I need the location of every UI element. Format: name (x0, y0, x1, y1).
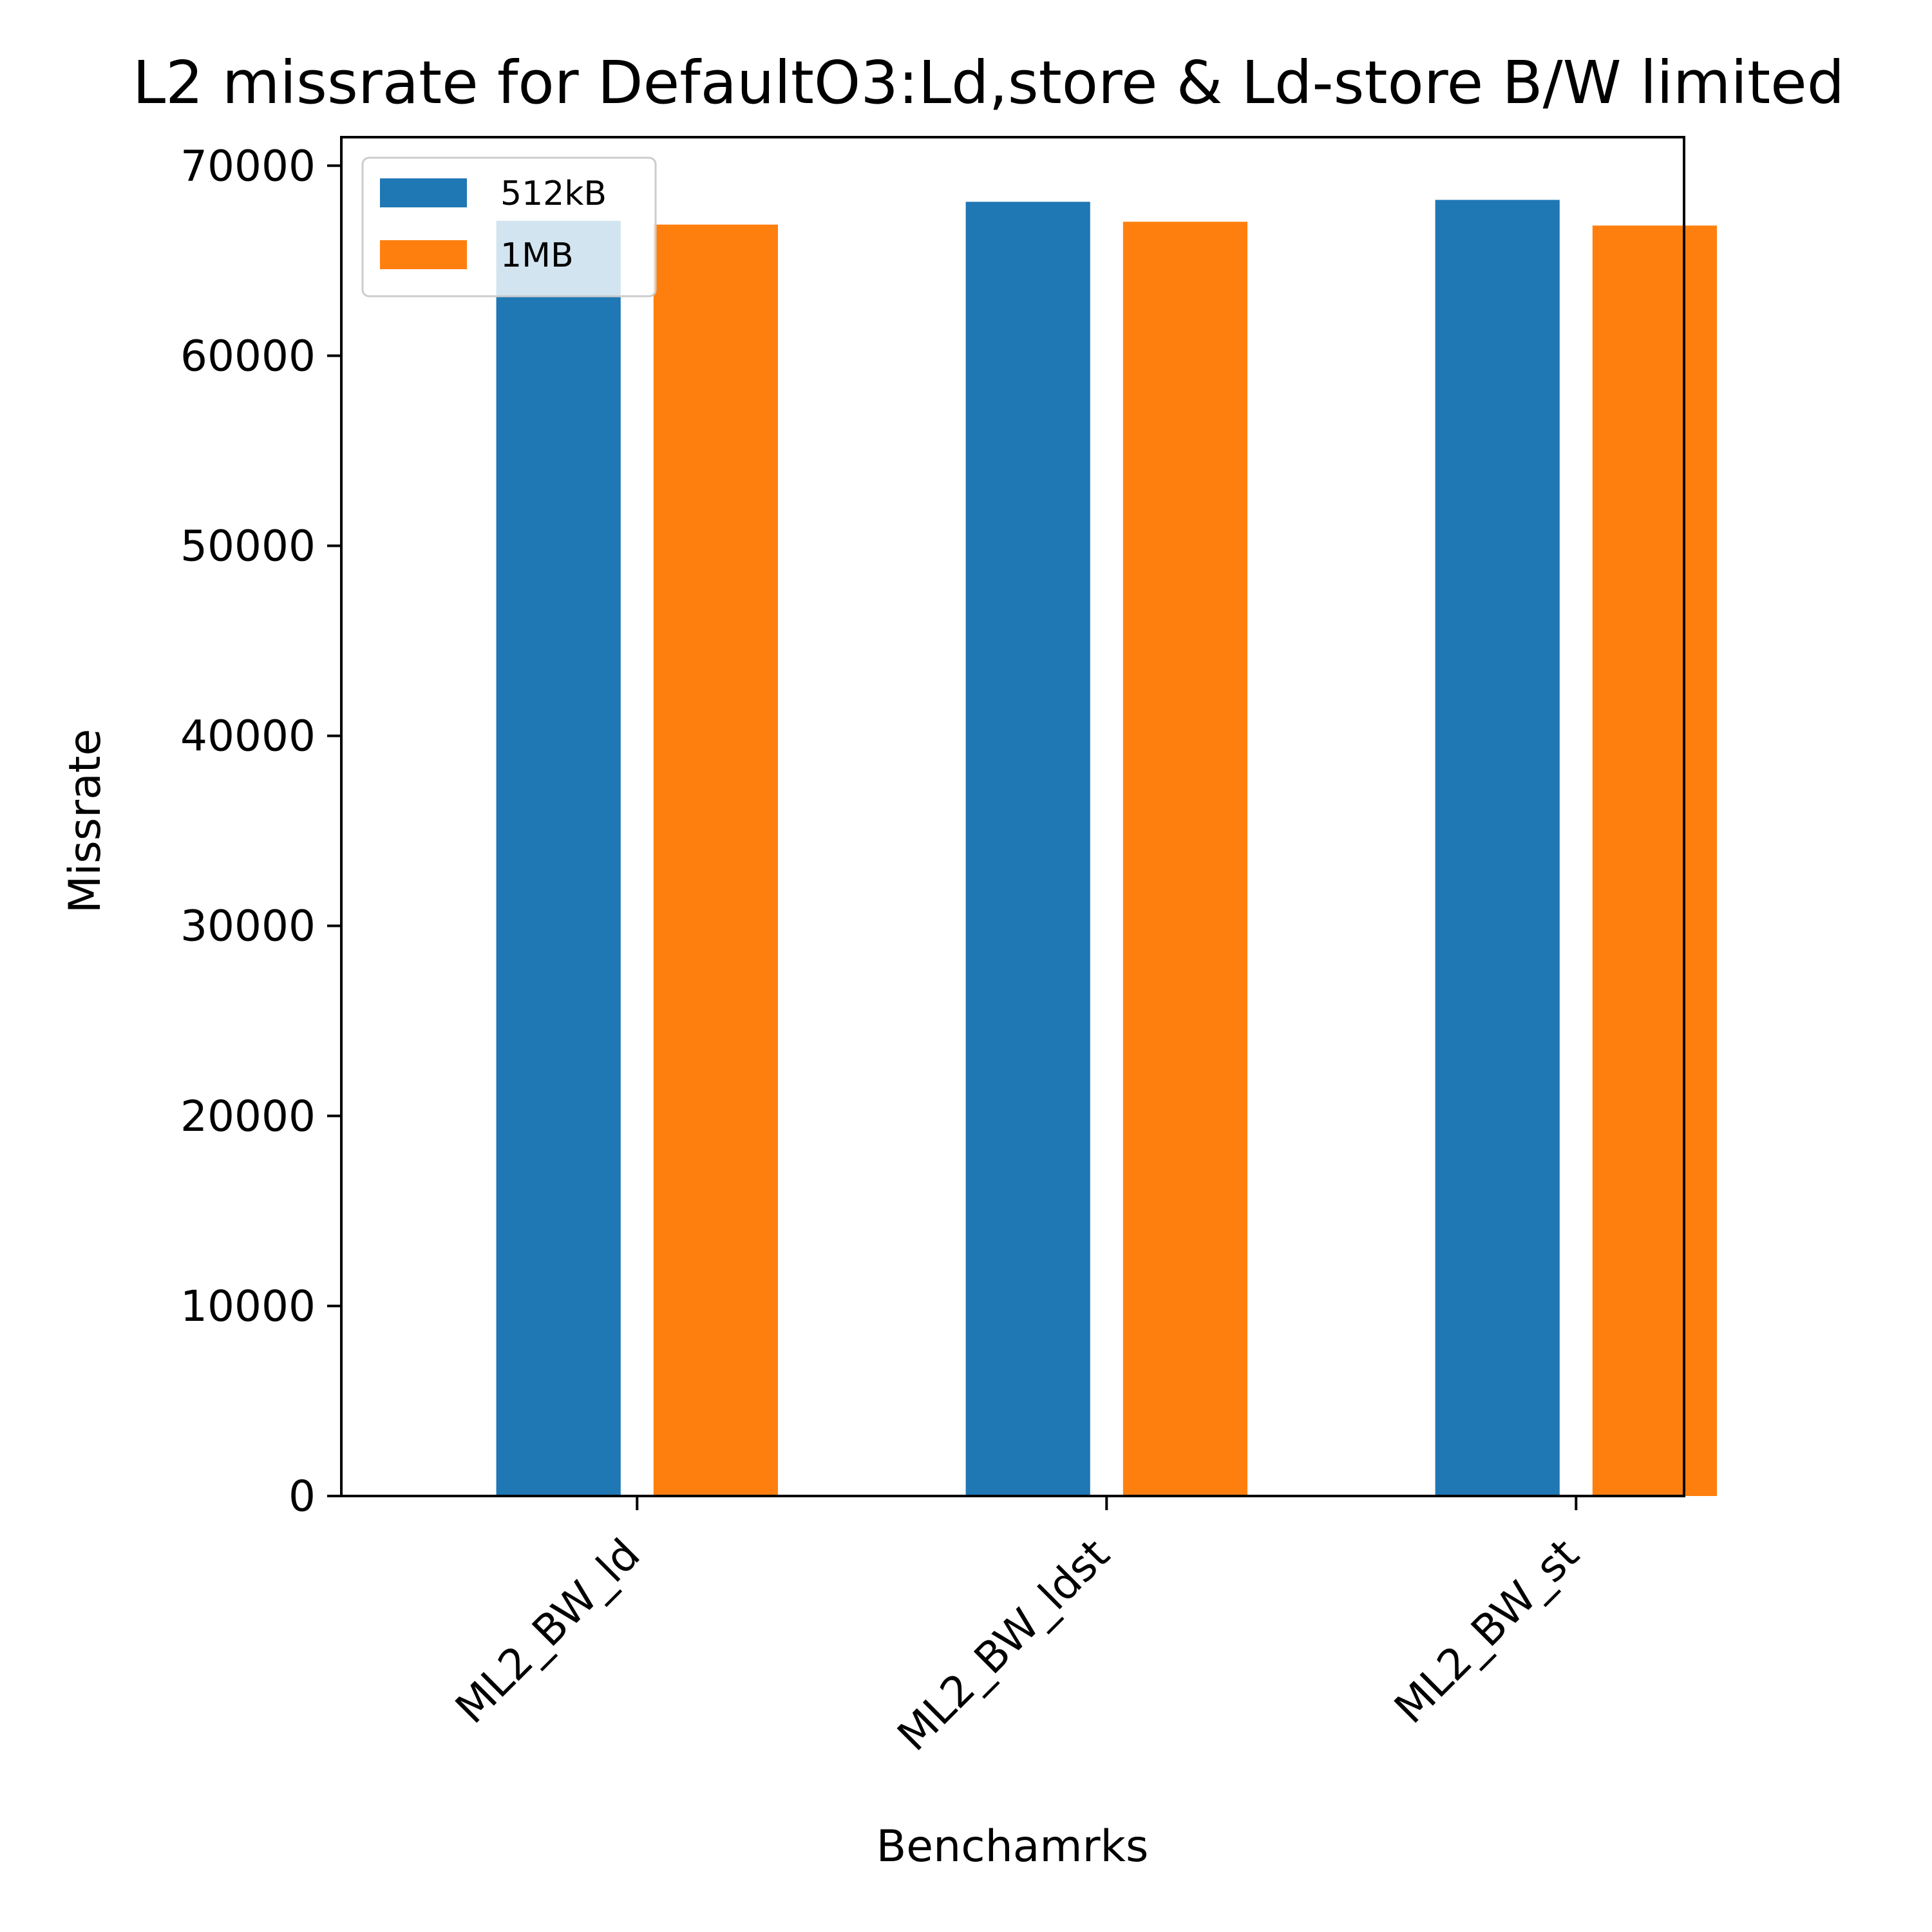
plot-area-frame (340, 136, 1685, 1497)
bar-512kb-ml2_bw_ldst (965, 202, 1090, 1496)
y-tick-label: 50000 (180, 521, 316, 571)
chart-title: L2 missrate for DefaultO3:Ld,store & Ld-… (133, 48, 1844, 117)
x-tick-label: ML2_BW_ld (446, 1530, 649, 1733)
x-axis: ML2_BW_ld ML2_BW_ldst ML2_BW_st (446, 1496, 1589, 1761)
legend: 512kB 1MB (361, 156, 657, 298)
y-tick-label: 60000 (180, 331, 316, 381)
y-tick-label: 20000 (180, 1092, 316, 1141)
y-axis: 0 10000 20000 30000 40000 50000 60000 70000 (180, 141, 341, 1521)
x-tick-label: ML2_BW_ldst (888, 1530, 1119, 1761)
bars-layer (496, 200, 1718, 1497)
x-axis-label: Benchamrks (876, 1821, 1149, 1872)
legend-label-1mb: 1MB (500, 236, 574, 275)
y-tick-label: 70000 (180, 141, 316, 191)
x-tick-label: ML2_BW_st (1385, 1530, 1588, 1733)
bar-512kb-ml2_bw_st (1435, 200, 1560, 1496)
y-axis-label: Missrate (60, 729, 111, 914)
bar-512kb-ml2_bw_ld (496, 220, 621, 1496)
bar-1mb-ml2_bw_st (1592, 225, 1718, 1497)
y-tick-label: 10000 (180, 1282, 316, 1331)
legend-swatch-1mb (380, 240, 467, 269)
y-tick-label: 0 (289, 1472, 316, 1521)
y-tick-label: 30000 (180, 902, 316, 951)
bar-1mb-ml2_bw_ldst (1122, 222, 1248, 1497)
legend-swatch-512kb (380, 178, 467, 207)
bar-1mb-ml2_bw_ld (653, 224, 778, 1496)
legend-label-512kb: 512kB (500, 175, 607, 213)
y-tick-label: 40000 (180, 712, 316, 761)
